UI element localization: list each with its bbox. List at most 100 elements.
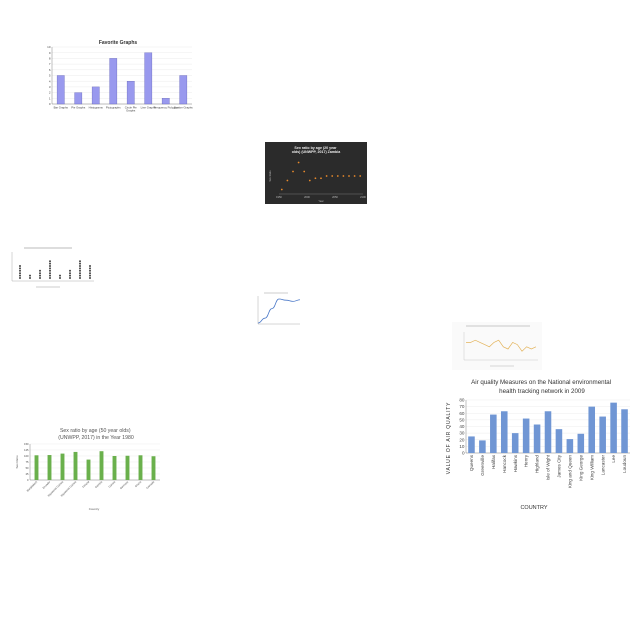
x-tick-label: Circle Pie Graphs <box>125 105 137 112</box>
x-tick-label: Frequency Polygon <box>154 105 179 109</box>
x-tick-label: Halifax <box>491 454 496 469</box>
bar <box>533 424 541 453</box>
bar <box>144 52 153 105</box>
bar <box>500 411 508 453</box>
y-tick-label: 9 <box>49 51 51 55</box>
x-tick-label: Ecuador <box>41 480 51 490</box>
dot <box>79 277 81 279</box>
dot <box>69 277 71 279</box>
dot <box>29 274 31 277</box>
x-tick-label: Germany <box>119 479 130 490</box>
dot <box>19 269 21 272</box>
data-point <box>308 179 311 182</box>
bar <box>479 440 486 453</box>
dot <box>59 277 61 279</box>
y-tick-label: 3 <box>49 85 51 89</box>
dot <box>39 272 41 275</box>
y-tick-label: 25 <box>26 472 29 476</box>
x-tick-label: Line Graphs <box>141 105 157 109</box>
bar <box>161 98 170 105</box>
y-tick-label: 50 <box>26 466 29 470</box>
chart-dot-plot <box>0 244 96 290</box>
bar <box>60 453 65 480</box>
y-tick-label: 40 <box>459 424 465 429</box>
x-tick-label: Hawkins <box>513 454 518 472</box>
dot <box>49 277 51 279</box>
dot <box>49 265 51 267</box>
bar <box>577 433 585 453</box>
x-tick-label: 2100 <box>360 195 366 199</box>
dot <box>79 267 81 270</box>
bar <box>566 439 574 453</box>
x-tick-label: Henry <box>524 454 529 467</box>
y-tick-label: 70 <box>459 404 465 409</box>
bar <box>34 455 39 480</box>
chart-sex-ratio-1980: Sex ratio by age (50 year olds) (UNWPP, … <box>15 428 160 511</box>
data-point <box>348 175 350 177</box>
data-point <box>325 175 328 177</box>
x-tick-label: Ghana <box>134 479 143 488</box>
data-point <box>303 170 306 173</box>
bar <box>544 411 552 453</box>
bar <box>99 451 104 480</box>
bar <box>522 418 530 453</box>
x-tick-label: Finland <box>81 479 90 488</box>
chart-title: Sex ratio by age (20 year olds) (UNWPP, … <box>292 146 341 154</box>
dot <box>79 265 81 267</box>
x-tick-label: King and Queen <box>567 455 572 489</box>
x-tick-label: Grenada <box>145 479 155 489</box>
dot <box>39 277 41 279</box>
bar <box>555 429 563 453</box>
dot <box>79 274 81 277</box>
y-tick-label: 0 <box>49 102 51 106</box>
data-point <box>359 175 362 177</box>
y-axis-label: Sex Ratio <box>15 455 19 468</box>
x-tick-label: King William <box>589 455 594 480</box>
data-point <box>297 161 300 164</box>
bar <box>138 455 143 480</box>
bar <box>112 456 117 480</box>
x-tick-label: Guinea <box>107 479 116 488</box>
y-tick-label: 80 <box>459 398 465 403</box>
data-point <box>336 175 339 177</box>
y-tick-label: 5 <box>49 74 51 78</box>
data-point <box>292 170 294 173</box>
bar <box>125 455 130 480</box>
x-tick-label: Hancock <box>502 454 507 473</box>
dot <box>49 267 51 270</box>
x-axis-label: Year <box>318 199 323 203</box>
x-tick-label: Histograms <box>89 105 104 109</box>
series-line <box>466 339 537 352</box>
data-point <box>286 179 289 182</box>
dot <box>89 272 91 275</box>
chart-title: Sex ratio by age (50 year olds) (UNWPP, … <box>58 428 134 441</box>
y-tick-label: 4 <box>49 79 51 83</box>
bar <box>151 456 156 480</box>
dot <box>49 260 51 263</box>
dot <box>49 274 51 277</box>
dot <box>89 267 91 270</box>
y-tick-label: 10 <box>459 444 465 449</box>
x-tick-label: Loudoun <box>622 455 627 473</box>
x-axis-label: COUNTRY <box>520 505 547 511</box>
bar <box>588 406 596 453</box>
dot <box>59 274 61 277</box>
y-tick-label: 75 <box>26 460 29 464</box>
data-point <box>280 188 283 191</box>
dot <box>19 277 21 279</box>
bar <box>511 433 519 453</box>
dot <box>69 269 71 272</box>
y-tick-label: 0 <box>462 451 465 456</box>
dot <box>19 272 21 275</box>
x-tick-label: Queens <box>469 454 474 471</box>
x-tick-label: Highland <box>535 455 540 474</box>
y-tick-label: 1 <box>49 96 51 100</box>
bar <box>126 81 135 105</box>
dot <box>89 274 91 277</box>
y-tick-label: 20 <box>459 437 465 442</box>
dot <box>19 274 21 277</box>
bar <box>91 86 100 105</box>
bar <box>610 402 617 453</box>
x-tick-label: Bar Graphs <box>54 105 69 109</box>
y-tick-label: 8 <box>49 56 51 60</box>
